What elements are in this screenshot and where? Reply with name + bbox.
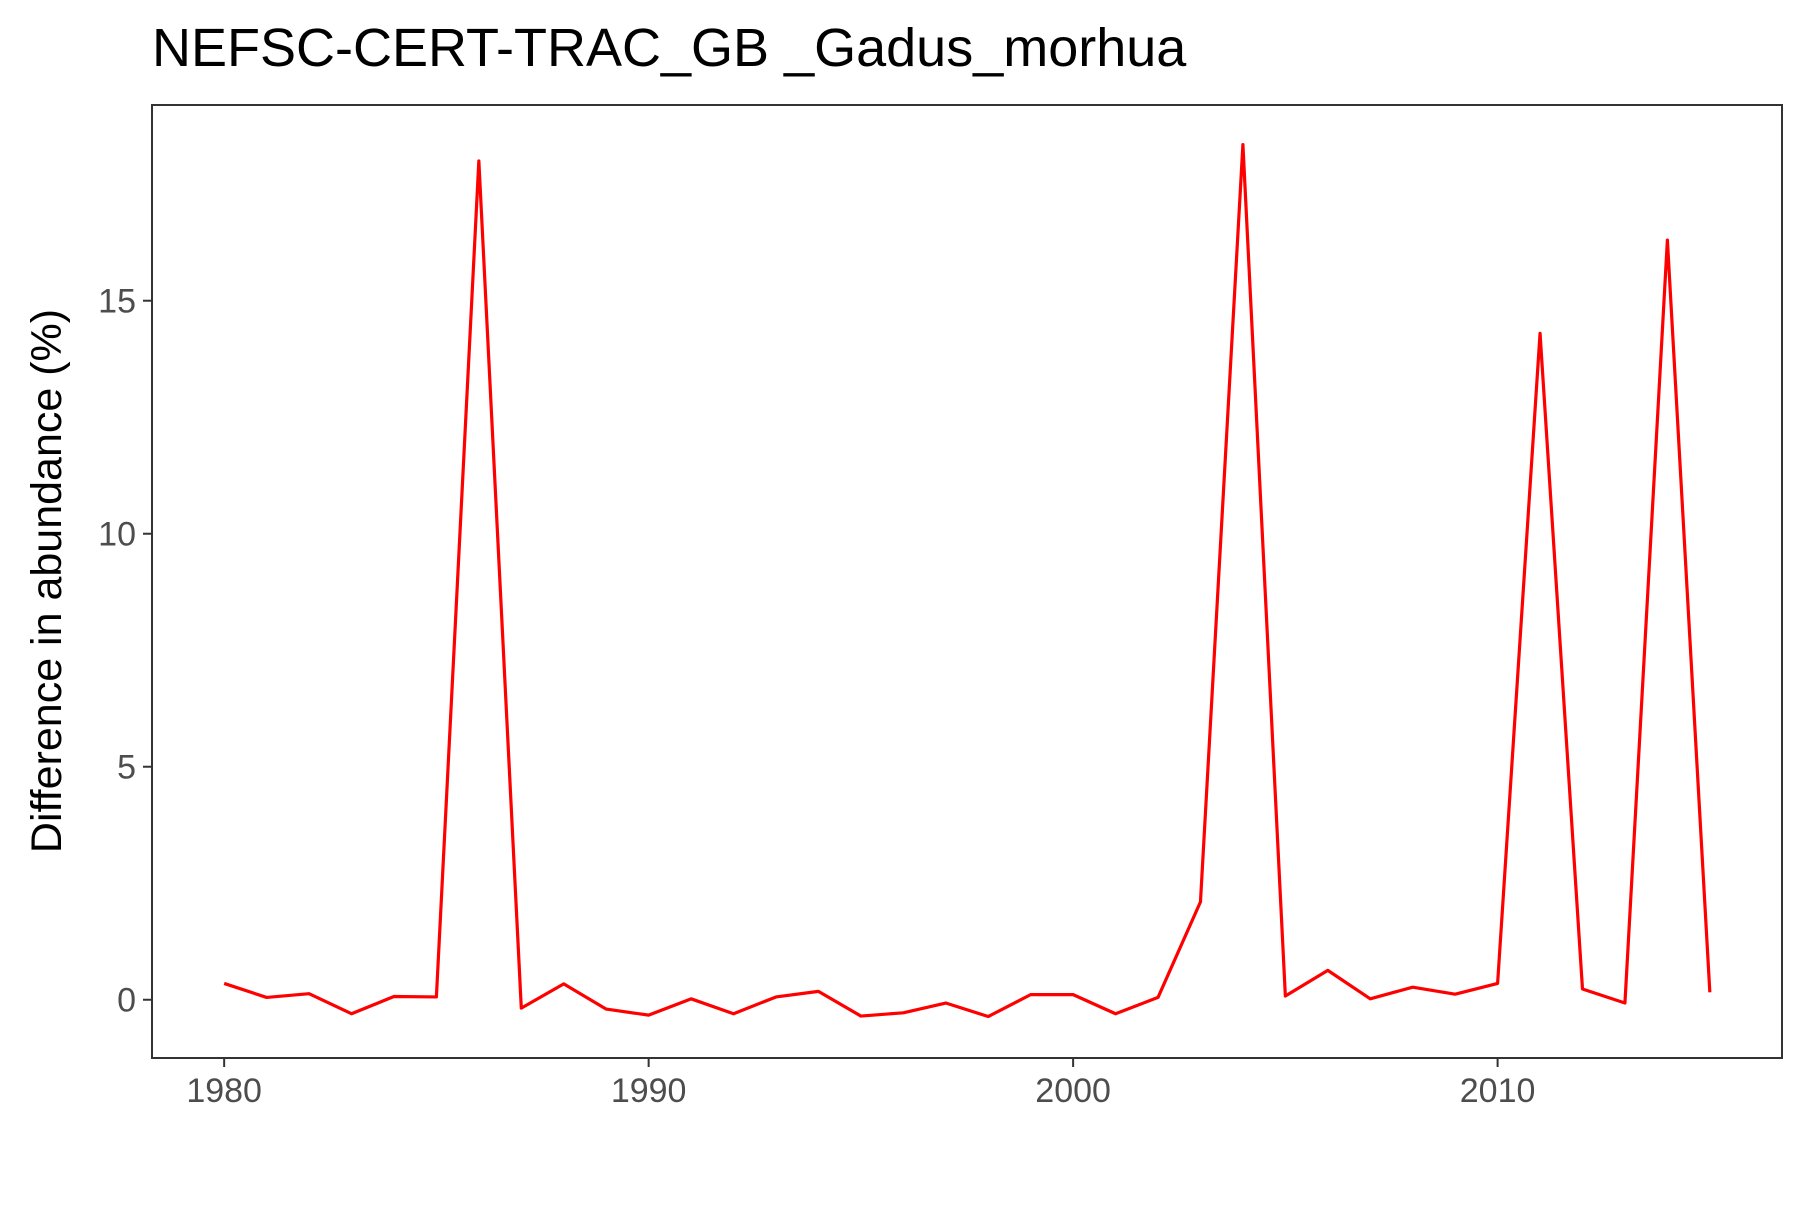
x-tick-label-1990: 1990: [611, 1072, 687, 1110]
x-tick-label-1980: 1980: [186, 1072, 262, 1110]
series-line-0: [223, 143, 1712, 1019]
plot-panel: [151, 104, 1783, 1059]
y-tick-label-5: 5: [117, 749, 136, 787]
chart-title: NEFSC-CERT-TRAC_GB _Gadus_morhua: [152, 18, 1187, 78]
y-tick-label-15: 15: [98, 283, 136, 321]
y-axis: 0 5 10 15: [98, 283, 152, 1020]
y-tick-label-0: 0: [117, 982, 136, 1020]
series-layer: [223, 143, 1712, 1019]
y-axis-title: Difference in abundance (%): [23, 309, 71, 853]
x-axis: 1980 1990 2000 2010: [186, 1058, 1535, 1110]
x-tick-label-2000: 2000: [1035, 1072, 1111, 1110]
y-tick-label-10: 10: [98, 516, 136, 554]
x-tick-label-2010: 2010: [1460, 1072, 1536, 1110]
